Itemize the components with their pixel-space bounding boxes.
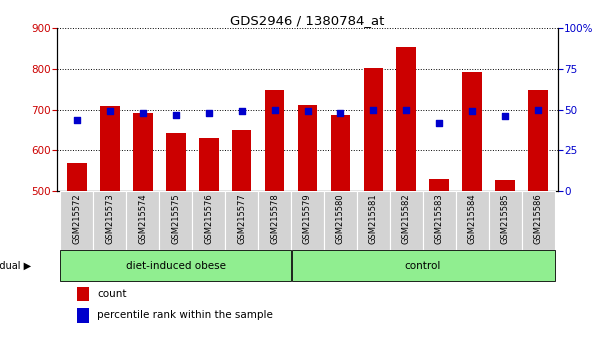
FancyBboxPatch shape bbox=[522, 191, 554, 250]
Text: control: control bbox=[404, 261, 441, 271]
Title: GDS2946 / 1380784_at: GDS2946 / 1380784_at bbox=[230, 14, 385, 27]
Bar bbox=[331, 115, 350, 191]
FancyBboxPatch shape bbox=[456, 191, 489, 250]
FancyBboxPatch shape bbox=[291, 191, 324, 250]
Point bbox=[237, 109, 247, 114]
Point bbox=[368, 107, 378, 113]
Text: GSM215582: GSM215582 bbox=[402, 193, 411, 244]
Point bbox=[72, 117, 82, 122]
FancyBboxPatch shape bbox=[159, 191, 192, 250]
Bar bbox=[77, 287, 89, 302]
Point bbox=[500, 113, 510, 119]
Bar bbox=[265, 90, 284, 191]
FancyBboxPatch shape bbox=[258, 191, 291, 250]
Bar bbox=[199, 138, 218, 191]
Text: count: count bbox=[97, 289, 127, 299]
Bar bbox=[430, 179, 449, 191]
Bar bbox=[100, 105, 119, 191]
Text: GSM215581: GSM215581 bbox=[369, 193, 378, 244]
Bar bbox=[463, 72, 482, 191]
Bar bbox=[529, 90, 548, 191]
Bar bbox=[133, 113, 152, 191]
Bar bbox=[67, 163, 86, 191]
Point bbox=[138, 110, 148, 116]
Text: GSM215576: GSM215576 bbox=[204, 193, 213, 244]
Text: GSM215575: GSM215575 bbox=[171, 193, 180, 244]
Point bbox=[171, 112, 181, 118]
Text: GSM215573: GSM215573 bbox=[105, 193, 114, 244]
Bar bbox=[298, 105, 317, 191]
FancyBboxPatch shape bbox=[324, 191, 357, 250]
Bar bbox=[364, 68, 383, 191]
Text: GSM215580: GSM215580 bbox=[336, 193, 345, 244]
Text: GSM215577: GSM215577 bbox=[237, 193, 246, 244]
Text: GSM215572: GSM215572 bbox=[72, 193, 81, 244]
Text: GSM215574: GSM215574 bbox=[138, 193, 147, 244]
Point bbox=[533, 107, 543, 113]
Text: percentile rank within the sample: percentile rank within the sample bbox=[97, 310, 273, 320]
Text: GSM215583: GSM215583 bbox=[435, 193, 444, 244]
Point bbox=[434, 120, 444, 126]
Point bbox=[303, 109, 313, 114]
Point bbox=[204, 110, 214, 116]
Text: diet-induced obese: diet-induced obese bbox=[125, 261, 226, 271]
FancyBboxPatch shape bbox=[357, 191, 390, 250]
FancyBboxPatch shape bbox=[225, 191, 258, 250]
FancyBboxPatch shape bbox=[126, 191, 159, 250]
FancyBboxPatch shape bbox=[61, 191, 93, 250]
Bar bbox=[77, 308, 89, 322]
Text: GSM215578: GSM215578 bbox=[270, 193, 279, 244]
FancyBboxPatch shape bbox=[192, 191, 225, 250]
Text: GSM215585: GSM215585 bbox=[501, 193, 510, 244]
Bar bbox=[397, 47, 416, 191]
FancyBboxPatch shape bbox=[93, 191, 126, 250]
Text: GSM215586: GSM215586 bbox=[534, 193, 543, 244]
Bar bbox=[166, 133, 185, 191]
Bar bbox=[60, 250, 290, 281]
Text: GSM215584: GSM215584 bbox=[468, 193, 477, 244]
Bar bbox=[292, 250, 555, 281]
Point bbox=[335, 110, 345, 116]
Point bbox=[401, 107, 411, 113]
Point bbox=[105, 109, 115, 114]
Bar bbox=[496, 180, 515, 191]
Point bbox=[467, 109, 477, 114]
FancyBboxPatch shape bbox=[390, 191, 423, 250]
FancyBboxPatch shape bbox=[489, 191, 522, 250]
Text: GSM215579: GSM215579 bbox=[303, 193, 312, 244]
Bar bbox=[232, 130, 251, 191]
Point bbox=[270, 107, 280, 113]
FancyBboxPatch shape bbox=[423, 191, 456, 250]
Text: individual ▶: individual ▶ bbox=[0, 261, 31, 271]
